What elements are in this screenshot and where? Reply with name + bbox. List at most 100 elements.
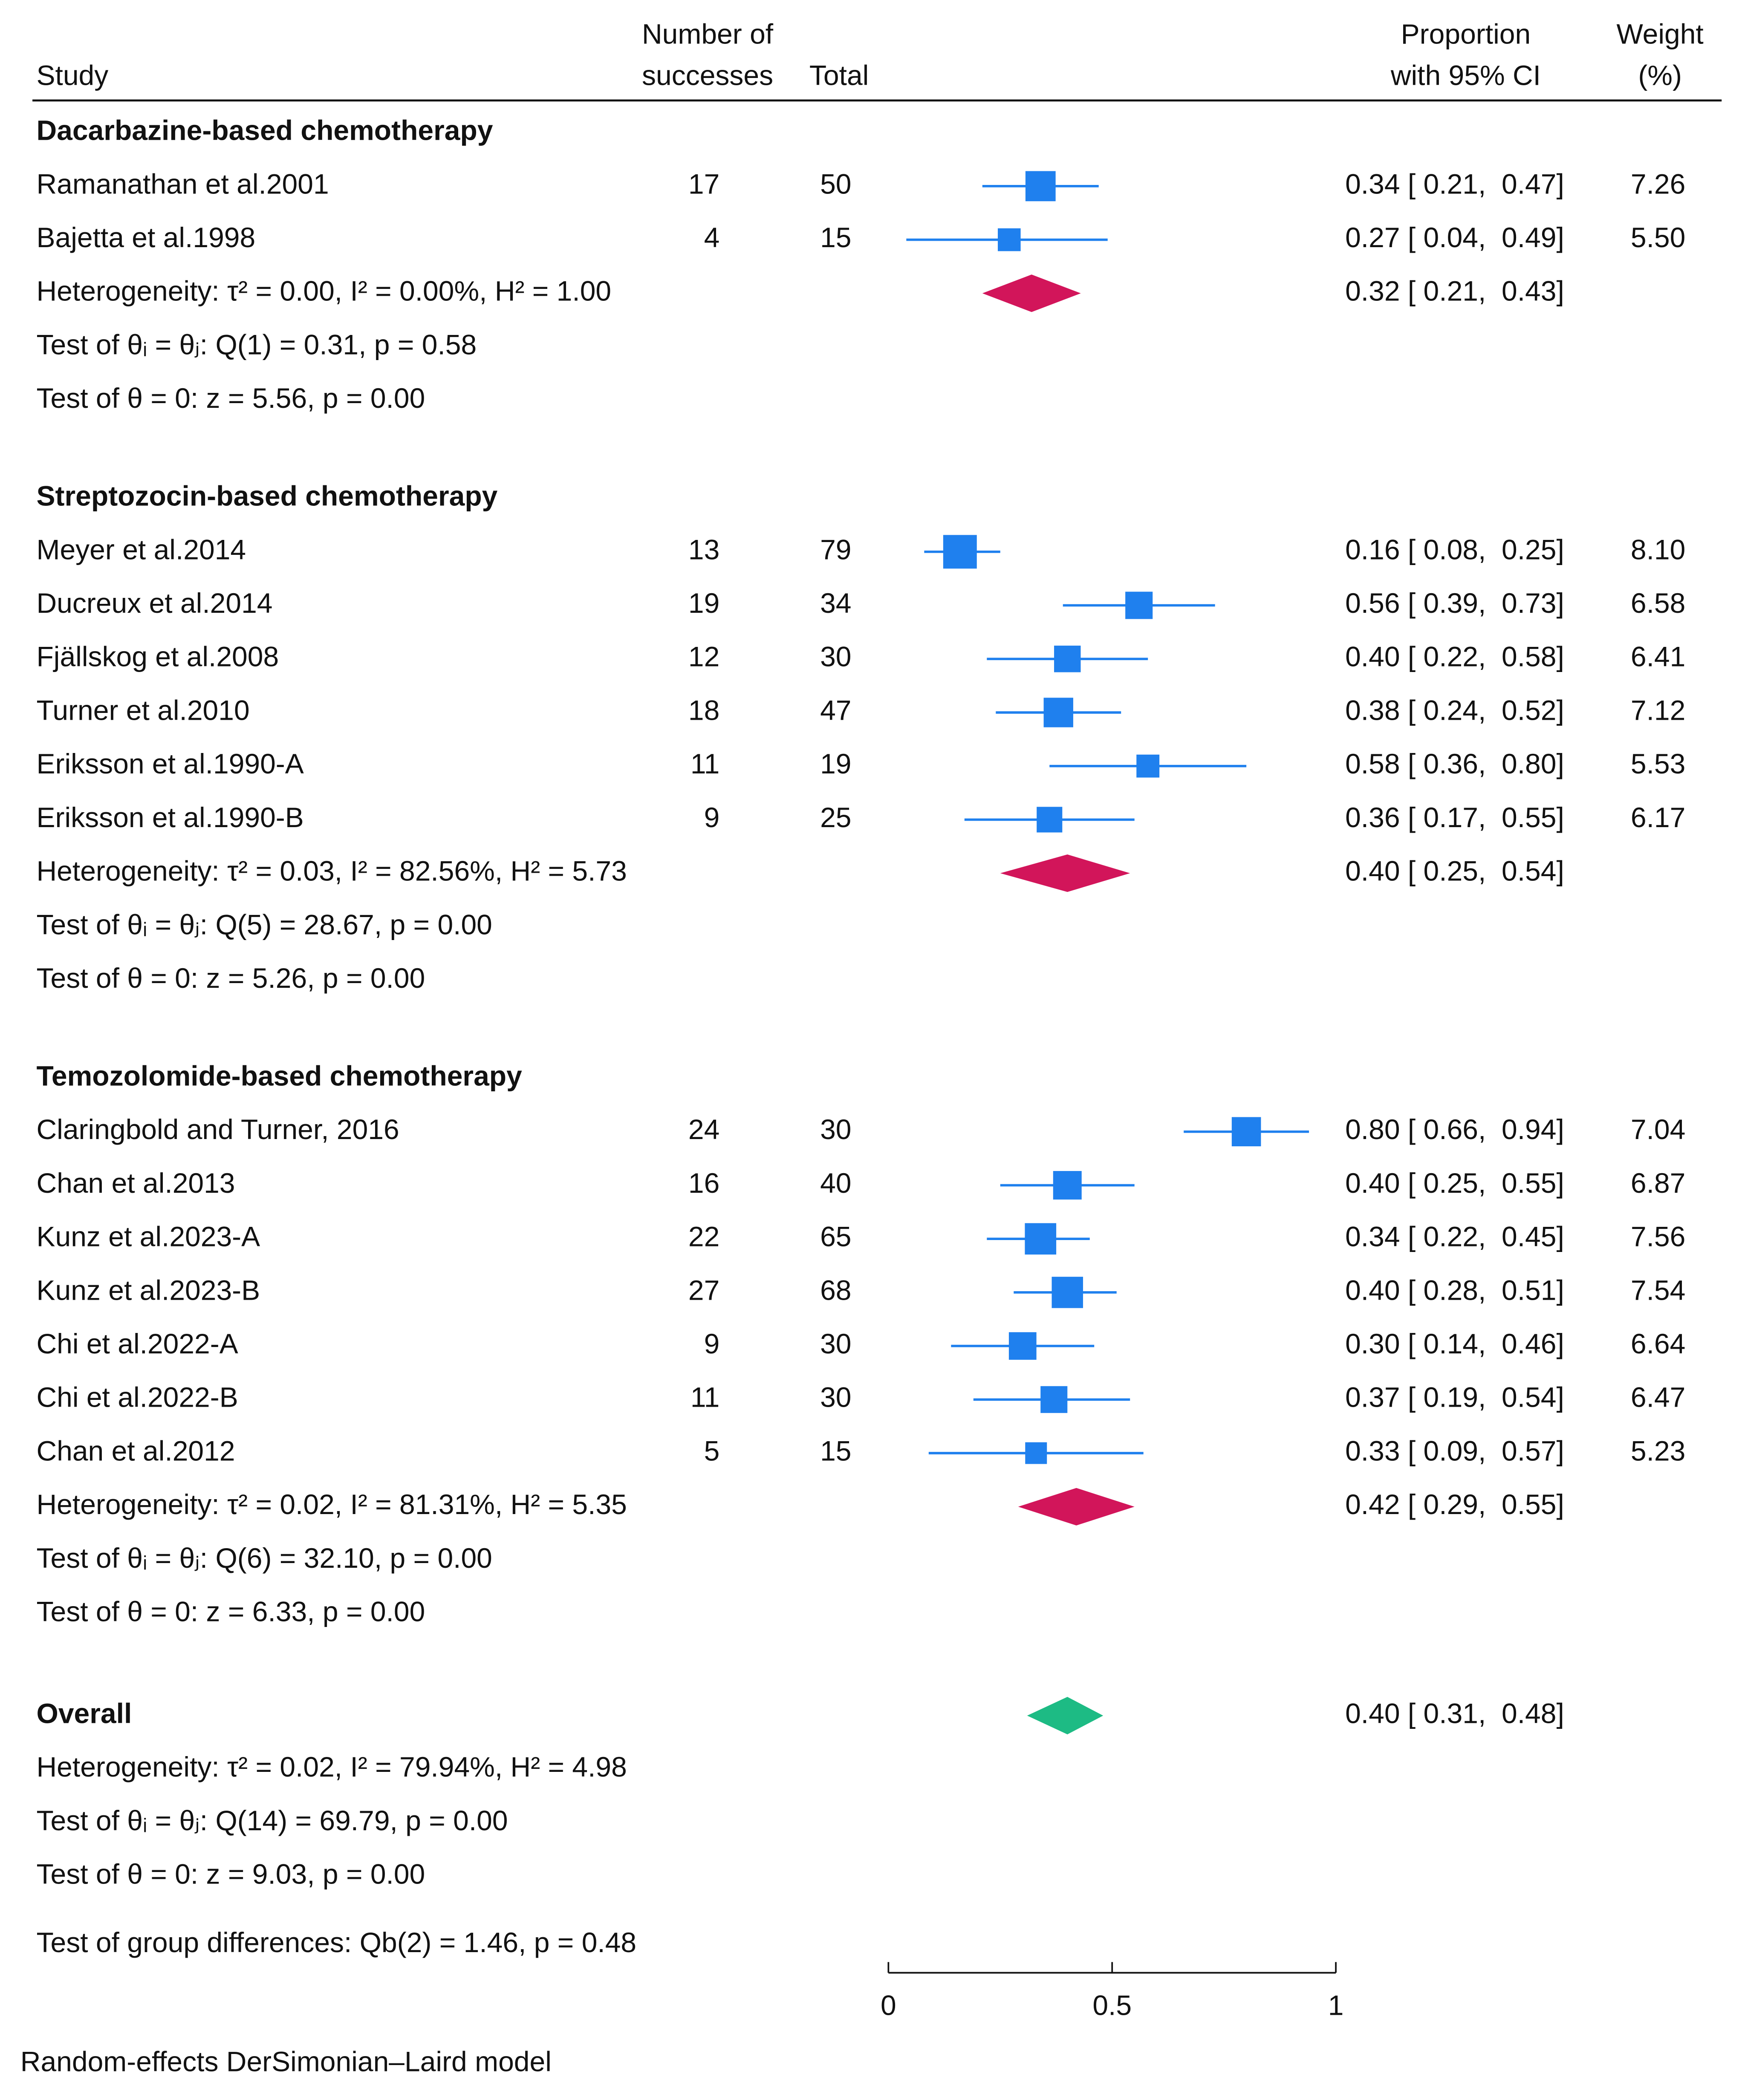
weight-label: 5.50 — [1631, 222, 1685, 253]
total: 50 — [820, 168, 851, 199]
successes: 5 — [704, 1435, 720, 1466]
total: 19 — [820, 748, 851, 779]
total: 65 — [820, 1221, 851, 1252]
successes: 12 — [688, 641, 719, 672]
successes: 16 — [688, 1167, 719, 1199]
study-name: Kunz et al.2023-B — [36, 1274, 260, 1306]
study-box — [1025, 171, 1056, 202]
total: 40 — [820, 1167, 851, 1199]
header-total: Total — [809, 60, 869, 91]
weight-label: 7.26 — [1631, 168, 1685, 199]
ci-label: 0.30 [ 0.14, 0.46] — [1345, 1328, 1564, 1359]
study-box — [1052, 1277, 1083, 1308]
overall-diamond — [1027, 1697, 1104, 1734]
total: 30 — [820, 1382, 851, 1413]
heterogeneity: Heterogeneity: τ² = 0.03, I² = 82.56%, H… — [36, 855, 627, 887]
ci-label: 0.40 [ 0.22, 0.58] — [1345, 641, 1564, 672]
header-successes: Number of — [642, 18, 774, 49]
successes: 18 — [688, 694, 719, 726]
x-tick-label: 0.5 — [1092, 1990, 1132, 2021]
successes: 24 — [688, 1113, 719, 1145]
study-name: Ducreux et al.2014 — [36, 587, 272, 619]
ci-label: 0.16 [ 0.08, 0.25] — [1345, 534, 1564, 565]
total: 30 — [820, 1328, 851, 1359]
weight-label: 7.12 — [1631, 694, 1685, 726]
pooled-diamond — [1000, 854, 1130, 892]
study-box — [1136, 754, 1160, 778]
heterogeneity: Heterogeneity: τ² = 0.02, I² = 79.94%, H… — [36, 1751, 627, 1783]
weight-label: 7.56 — [1631, 1221, 1685, 1252]
weight-label: 6.64 — [1631, 1328, 1685, 1359]
study-box — [943, 535, 977, 569]
total: 68 — [820, 1274, 851, 1306]
test-line: Test of θ = 0: z = 5.26, p = 0.00 — [36, 962, 425, 994]
ci-label: 0.32 [ 0.21, 0.43] — [1345, 275, 1564, 307]
successes: 27 — [688, 1274, 719, 1306]
study-box — [1037, 807, 1063, 833]
header-ci: with 95% CI — [1390, 60, 1541, 91]
successes: 22 — [688, 1221, 719, 1252]
study-name: Chi et al.2022-A — [36, 1328, 238, 1359]
header-ci: Proportion — [1401, 18, 1531, 49]
study-name: Chi et al.2022-B — [36, 1382, 238, 1413]
successes: 11 — [690, 748, 720, 779]
weight-label: 7.54 — [1631, 1274, 1685, 1306]
study-name: Kunz et al.2023-A — [36, 1221, 260, 1252]
successes: 9 — [704, 802, 720, 833]
group-title: Streptozocin-based chemotherapy — [36, 480, 497, 512]
heterogeneity: Heterogeneity: τ² = 0.00, I² = 0.00%, H²… — [36, 275, 611, 307]
total: 15 — [820, 1435, 851, 1466]
weight-label: 6.47 — [1631, 1382, 1685, 1413]
study-name: Bajetta et al.1998 — [36, 222, 255, 253]
successes: 19 — [688, 587, 719, 619]
ci-label: 0.33 [ 0.09, 0.57] — [1345, 1435, 1564, 1466]
test-line: Test of θ = 0: z = 5.56, p = 0.00 — [36, 382, 425, 414]
test-line: Test of θᵢ = θⱼ: Q(5) = 28.67, p = 0.00 — [36, 909, 492, 940]
ci-label: 0.56 [ 0.39, 0.73] — [1345, 587, 1564, 619]
weight-label: 6.58 — [1631, 587, 1685, 619]
total: 79 — [820, 534, 851, 565]
total: 30 — [820, 641, 851, 672]
ci-label: 0.42 [ 0.29, 0.55] — [1345, 1488, 1564, 1520]
study-box — [1043, 698, 1073, 727]
total: 15 — [820, 222, 851, 253]
heterogeneity: Heterogeneity: τ² = 0.02, I² = 81.31%, H… — [36, 1488, 627, 1520]
total: 25 — [820, 802, 851, 833]
successes: 9 — [704, 1328, 720, 1359]
ci-label: 0.40 [ 0.31, 0.48] — [1345, 1697, 1564, 1729]
study-box — [1025, 1223, 1057, 1255]
pooled-diamond — [982, 274, 1081, 312]
test-line: Test of θ = 0: z = 6.33, p = 0.00 — [36, 1596, 425, 1627]
study-box — [1231, 1117, 1261, 1147]
ci-label: 0.40 [ 0.28, 0.51] — [1345, 1274, 1564, 1306]
ci-label: 0.34 [ 0.22, 0.45] — [1345, 1221, 1564, 1252]
study-box — [1040, 1386, 1068, 1413]
weight-label: 6.87 — [1631, 1167, 1685, 1199]
header-study: Study — [36, 60, 108, 91]
successes: 17 — [688, 168, 719, 199]
weight-label: 8.10 — [1631, 534, 1685, 565]
header-successes: successes — [642, 60, 773, 91]
successes: 13 — [688, 534, 719, 565]
study-name: Chan et al.2012 — [36, 1435, 235, 1466]
ci-label: 0.37 [ 0.19, 0.54] — [1345, 1382, 1564, 1413]
study-box — [997, 228, 1021, 251]
successes: 11 — [690, 1382, 720, 1413]
weight-label: 5.23 — [1631, 1435, 1685, 1466]
ci-label: 0.40 [ 0.25, 0.54] — [1345, 855, 1564, 887]
pooled-diamond — [1018, 1488, 1135, 1526]
x-tick-label: 1 — [1328, 1990, 1344, 2021]
weight-label: 6.17 — [1631, 802, 1685, 833]
study-name: Claringbold and Turner, 2016 — [36, 1113, 399, 1145]
header-weight: Weight — [1617, 18, 1704, 49]
study-name: Fjällskog et al.2008 — [36, 641, 279, 672]
ci-label: 0.34 [ 0.21, 0.47] — [1345, 168, 1564, 199]
total: 34 — [820, 587, 851, 619]
study-name: Ramanathan et al.2001 — [36, 168, 329, 199]
test-line: Test of θᵢ = θⱼ: Q(14) = 69.79, p = 0.00 — [36, 1805, 508, 1836]
ci-label: 0.38 [ 0.24, 0.52] — [1345, 694, 1564, 726]
test-line: Test of θᵢ = θⱼ: Q(1) = 0.31, p = 0.58 — [36, 329, 477, 360]
test-line: Test of θ = 0: z = 9.03, p = 0.00 — [36, 1858, 425, 1890]
